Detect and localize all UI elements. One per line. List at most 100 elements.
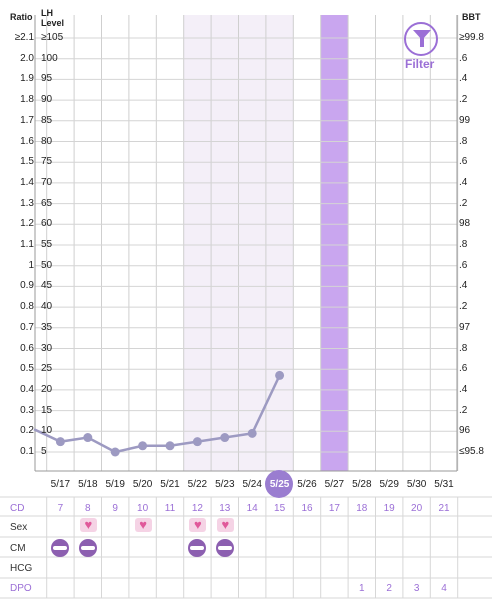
sex-row-label: Sex: [10, 522, 28, 533]
cycle-day-number: 12: [191, 503, 203, 514]
date-label[interactable]: 5/27: [324, 479, 345, 490]
bbt-tick-label: .4: [459, 176, 468, 188]
dpo-number: 2: [386, 583, 392, 594]
today-marker[interactable]: [265, 470, 293, 498]
ratio-tick-label: 0.7: [20, 321, 34, 333]
bbt-tick-label: .8: [459, 342, 468, 354]
lh-ratio-point: [83, 433, 93, 443]
heart-icon[interactable]: ♥: [134, 518, 152, 532]
cycle-day-number: 18: [356, 503, 368, 514]
cycle-day-number: 11: [164, 503, 176, 514]
cycle-day-number: 13: [219, 503, 231, 514]
cycle-day-number: 17: [328, 503, 340, 514]
lh-tick-label: 5: [41, 446, 47, 457]
lh-tick-label: 50: [41, 259, 53, 271]
ratio-tick-label: 0.6: [20, 342, 34, 354]
ratio-tick-label: 1.8: [20, 94, 34, 106]
cycle-day-number: 19: [383, 503, 395, 514]
cervical-mucus-icon[interactable]: [215, 539, 234, 557]
period-day-bar: [320, 15, 349, 471]
lh-tick-label: 10: [41, 425, 53, 437]
lh-tick-label: 30: [41, 342, 53, 354]
date-label[interactable]: 5/19: [105, 479, 125, 490]
date-label[interactable]: 5/31: [434, 479, 454, 490]
cervical-mucus-icon[interactable]: [78, 539, 97, 557]
bbt-axis-title: BBT: [462, 12, 481, 22]
date-label[interactable]: 5/22: [187, 479, 208, 490]
bbt-tick-label: ≥99.8: [459, 32, 484, 43]
filter-button[interactable]: [404, 22, 438, 56]
lh-ratio-point: [275, 370, 285, 380]
date-label[interactable]: 5/24: [242, 479, 262, 490]
bbt-tick-label: .6: [459, 52, 468, 64]
bbt-tick-label: 98: [459, 218, 471, 230]
ratio-tick-label: 0.3: [20, 404, 34, 416]
bbt-tick-label: .2: [459, 301, 468, 313]
cm-row-label: CM: [10, 543, 26, 554]
lh-tick-label: 95: [41, 73, 53, 85]
ratio-tick-label: 0.2: [20, 425, 34, 437]
date-label[interactable]: 5/18: [78, 479, 98, 490]
cycle-day-number: 7: [57, 503, 64, 514]
date-label[interactable]: 5/17: [50, 479, 71, 490]
lh-tick-label: 25: [41, 363, 53, 375]
ratio-tick-label: 0.8: [20, 301, 34, 313]
cd-row-label: CD: [10, 503, 25, 514]
lh-tick-label: 85: [41, 114, 53, 126]
bbt-tick-label: .4: [459, 73, 468, 85]
ratio-tick-label: 2.0: [20, 52, 34, 64]
date-label[interactable]: 5/23: [215, 479, 235, 490]
date-label[interactable]: 5/30: [406, 479, 427, 490]
bbt-tick-label: .2: [459, 94, 468, 106]
date-label[interactable]: 5/29: [379, 479, 399, 490]
lh-tick-label: 45: [41, 280, 53, 292]
lh-tick-label: 65: [41, 197, 53, 209]
ratio-tick-label: 1.5: [20, 156, 34, 168]
lh-ratio-point: [138, 441, 148, 451]
date-label[interactable]: 5/20: [132, 479, 153, 490]
lh-ratio-point: [247, 428, 257, 438]
lh-ratio-point: [192, 437, 202, 447]
lh-tick-label: 40: [41, 301, 53, 313]
bbt-tick-label: 96: [459, 425, 471, 437]
cervical-mucus-icon[interactable]: [188, 539, 207, 557]
bbt-tick-label: .4: [459, 280, 468, 292]
ratio-tick-label: 1.9: [20, 73, 34, 85]
bbt-tick-label: .2: [459, 197, 468, 209]
lh-tick-label: ≥105: [41, 32, 64, 43]
ratio-tick-label: 1.4: [20, 176, 34, 188]
filter-icon: [413, 30, 431, 40]
bbt-tick-label: 97: [459, 321, 471, 333]
ratio-tick-label: 0.1: [20, 446, 34, 457]
ratio-tick-label: 1.2: [20, 218, 34, 230]
dpo-number: 1: [359, 583, 365, 594]
lh-ratio-point: [165, 441, 175, 451]
date-label[interactable]: 5/26: [297, 479, 317, 490]
ratio-tick-label: 1.6: [20, 135, 34, 147]
lh-ratio-line: [33, 374, 281, 454]
dpo-number: 4: [441, 583, 447, 594]
cycle-day-number: 8: [85, 503, 91, 514]
today-date-label[interactable]: 5/25: [269, 479, 290, 490]
filter-label[interactable]: Filter: [405, 57, 435, 71]
bbt-tick-label: .8: [459, 239, 468, 250]
dpo-row-label: DPO: [10, 583, 32, 594]
ratio-tick-label: ≥2.1: [14, 32, 34, 43]
bbt-tick-label: .8: [459, 135, 468, 147]
bbt-tick-label: 99: [459, 114, 471, 126]
lh-tick-label: 80: [41, 135, 53, 147]
cervical-mucus-icon[interactable]: [51, 539, 70, 557]
bbt-tick-label: .2: [459, 404, 468, 416]
lh-tick-label: 15: [41, 404, 53, 416]
hcg-row-label: HCG: [10, 563, 33, 574]
ratio-tick-label: 0.5: [20, 363, 34, 375]
date-label[interactable]: 5/21: [160, 479, 180, 490]
cycle-day-number: 20: [411, 503, 423, 514]
lh-tick-label: 100: [41, 52, 58, 64]
heart-icon[interactable]: ♥: [216, 518, 234, 532]
date-label[interactable]: 5/28: [352, 479, 372, 490]
heart-icon[interactable]: ♥: [79, 518, 97, 532]
ratio-tick-label: 1: [28, 259, 34, 271]
heart-icon[interactable]: ♥: [189, 518, 207, 532]
